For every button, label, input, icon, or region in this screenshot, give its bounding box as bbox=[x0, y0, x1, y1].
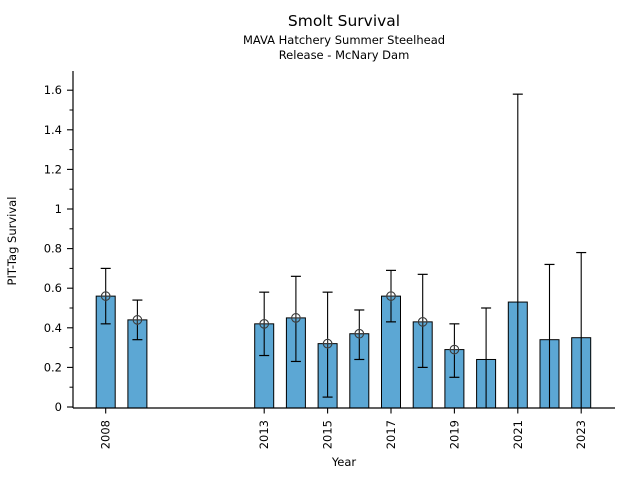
x-tick-label: 2013 bbox=[257, 420, 271, 449]
y-tick-label: 1.4 bbox=[44, 123, 62, 137]
x-axis-label: Year bbox=[331, 455, 357, 469]
x-tick-label: 2021 bbox=[511, 420, 525, 449]
y-tick-label: 0 bbox=[55, 400, 62, 414]
x-tick-label: 2019 bbox=[447, 420, 461, 449]
x-tick-label: 2015 bbox=[321, 420, 335, 449]
chart-subtitle-hatchery: MAVA Hatchery Summer Steelhead bbox=[242, 33, 446, 47]
y-tick-label: 0.4 bbox=[44, 321, 62, 335]
y-tick-label: 0.8 bbox=[44, 242, 62, 256]
chart-subtitle-release: Release - McNary Dam bbox=[278, 48, 410, 62]
y-tick-label: 1.2 bbox=[44, 162, 62, 176]
chart-title: Smolt Survival bbox=[287, 12, 401, 30]
x-tick-label: 2023 bbox=[574, 420, 588, 449]
y-tick-label: 1 bbox=[55, 202, 62, 216]
x-tick-label: 2008 bbox=[99, 420, 113, 449]
x-tick-label: 2017 bbox=[384, 420, 398, 449]
y-tick-label: 0.2 bbox=[44, 360, 62, 374]
y-tick-label: 0.6 bbox=[44, 281, 62, 295]
y-tick-label: 1.6 bbox=[44, 83, 62, 97]
